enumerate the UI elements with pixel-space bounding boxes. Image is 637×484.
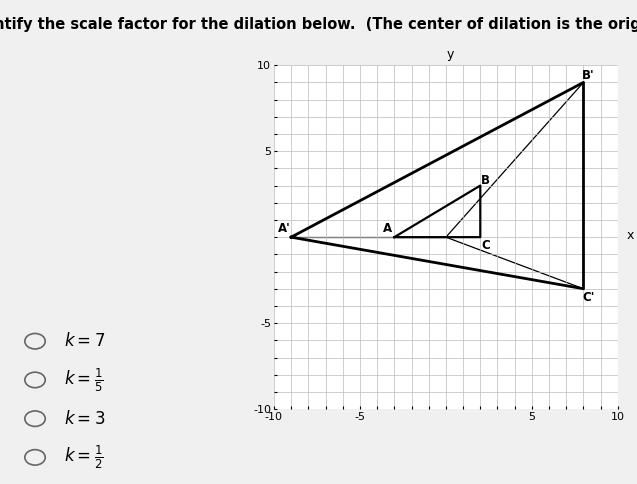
Text: x: x	[626, 229, 634, 242]
Text: $k = 7$: $k = 7$	[64, 332, 105, 350]
Text: B': B'	[582, 69, 595, 82]
Text: B: B	[481, 174, 490, 187]
Text: $k = \frac{1}{2}$: $k = \frac{1}{2}$	[64, 444, 103, 471]
Text: $k = 3$: $k = 3$	[64, 409, 105, 428]
Text: A': A'	[278, 222, 290, 235]
Text: C': C'	[582, 291, 595, 304]
Text: C: C	[481, 239, 490, 252]
Text: y: y	[447, 48, 454, 61]
Text: $k = \frac{1}{5}$: $k = \frac{1}{5}$	[64, 366, 103, 393]
Text: Identify the scale factor for the dilation below.  (The center of dilation is th: Identify the scale factor for the dilati…	[0, 17, 637, 32]
Text: A: A	[383, 222, 392, 235]
